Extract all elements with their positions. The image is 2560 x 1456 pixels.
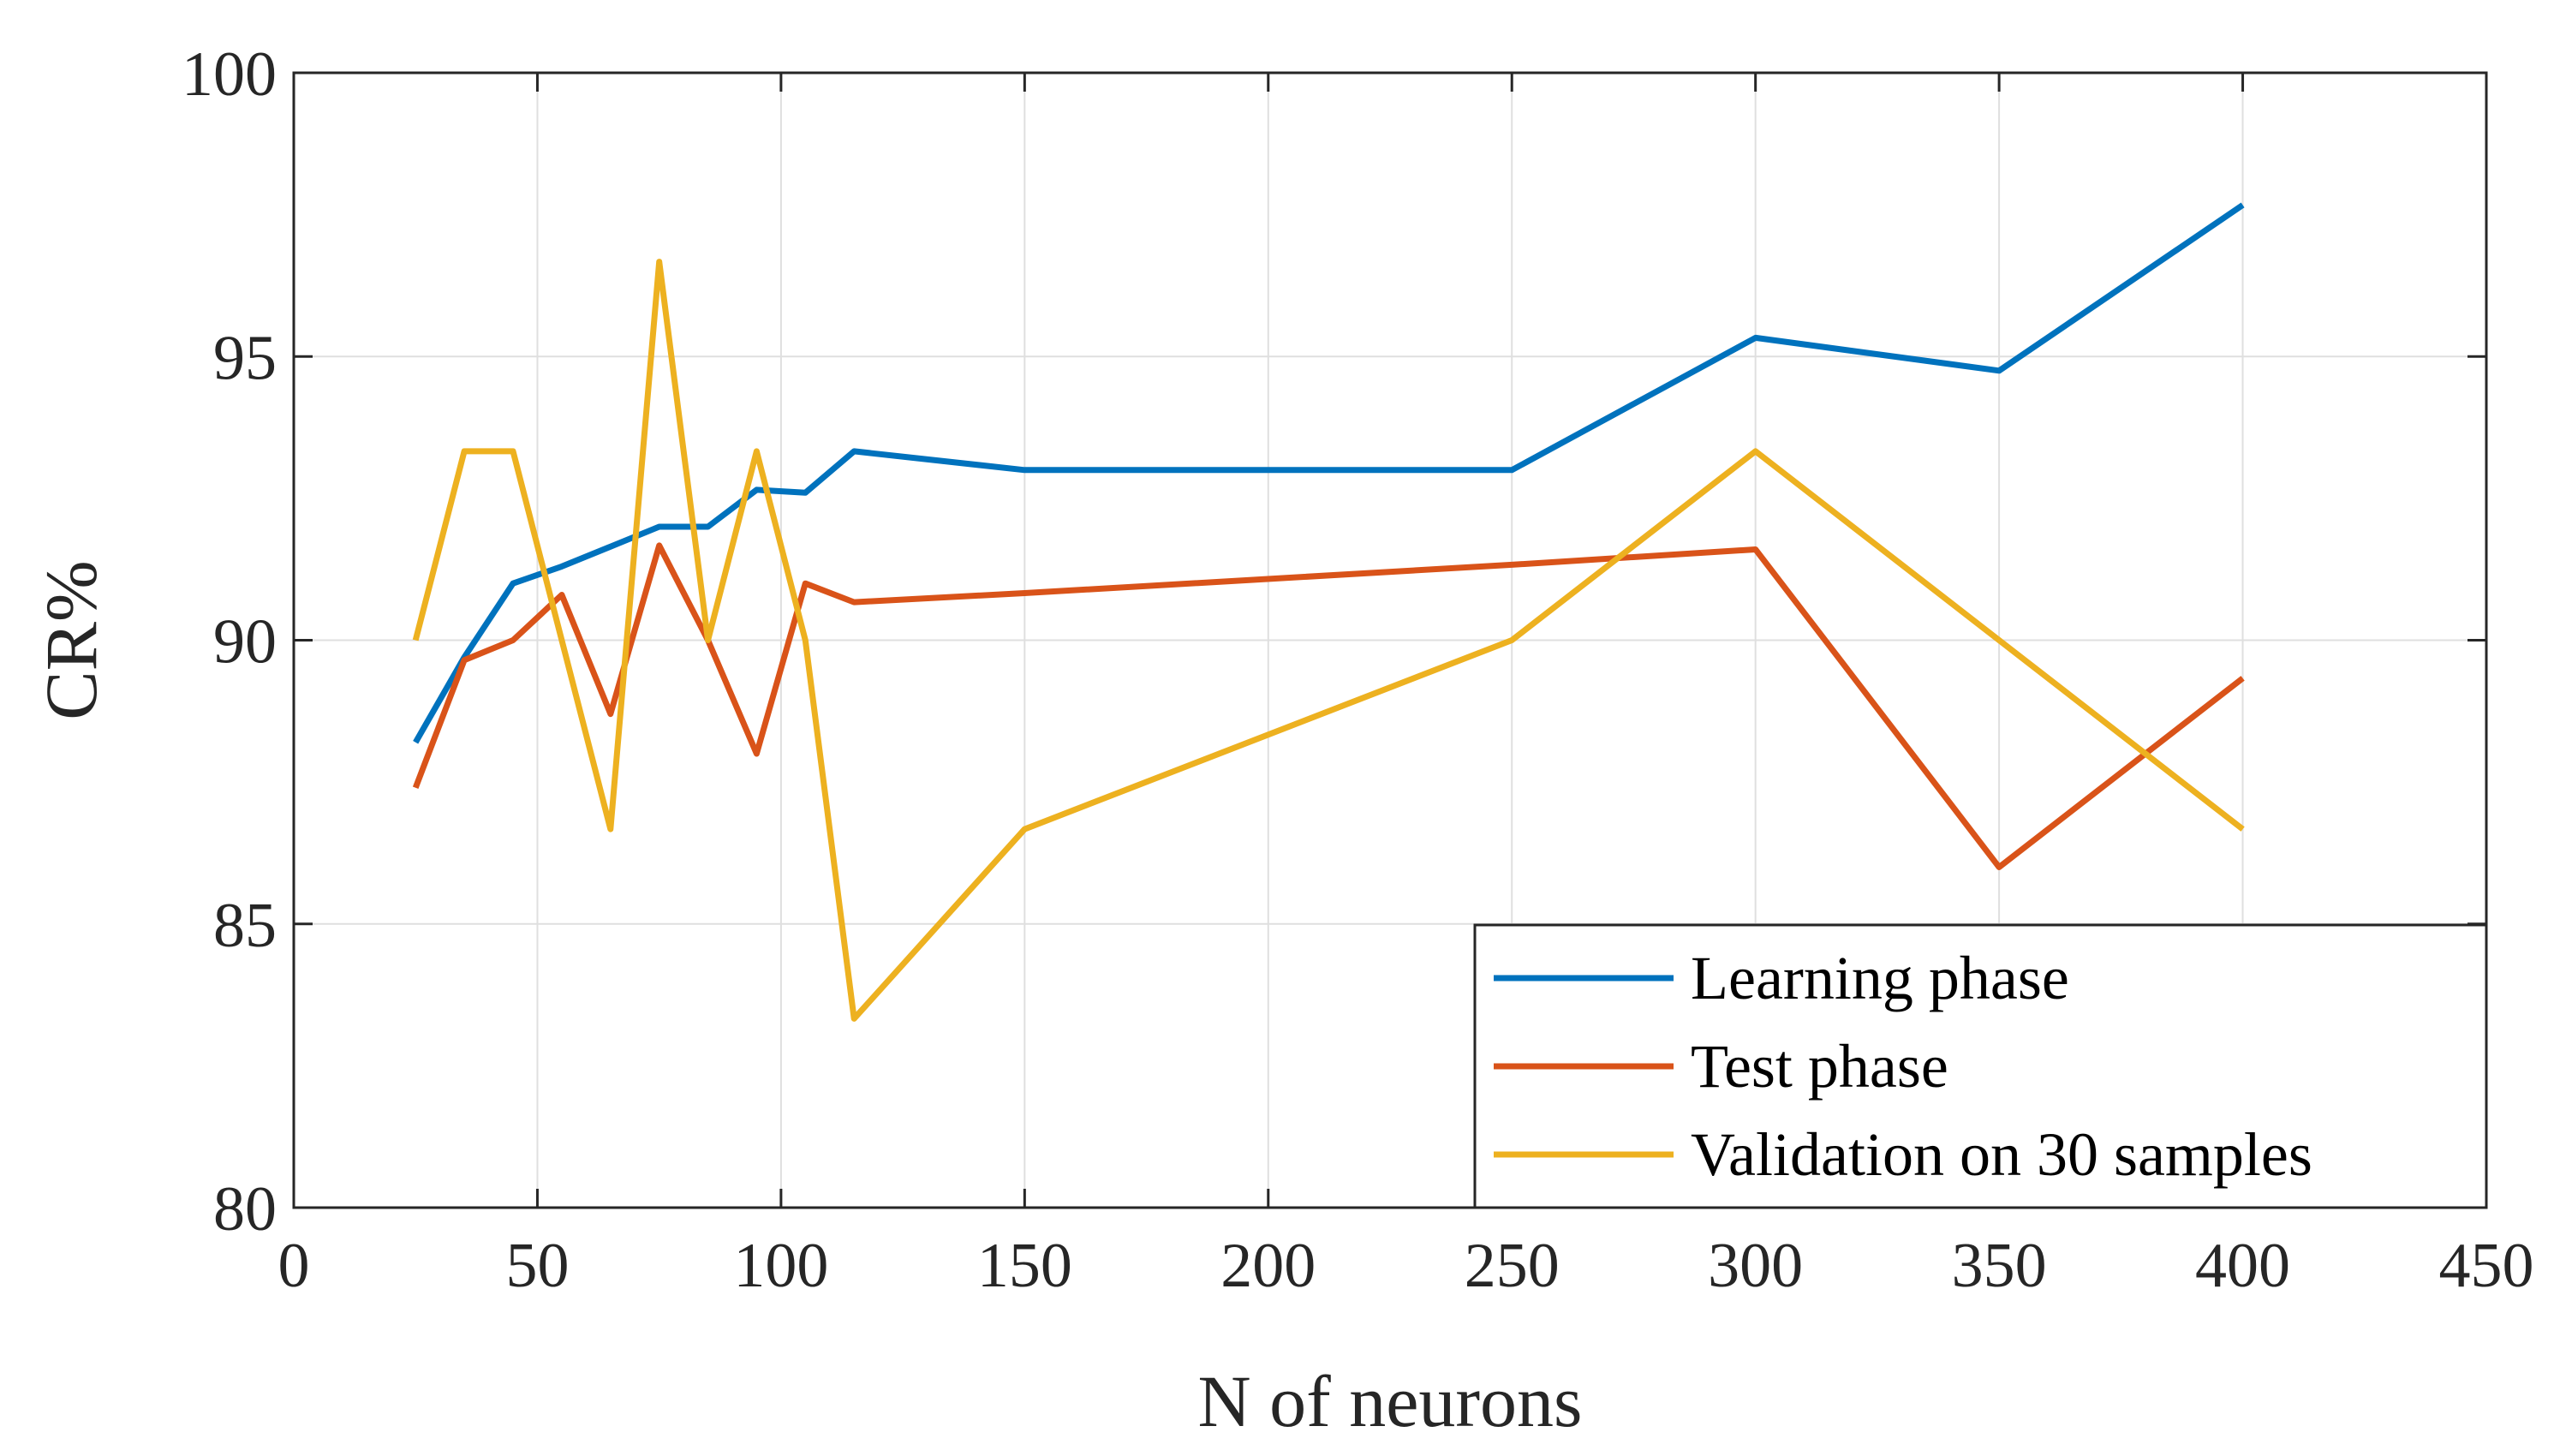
- y-tick-label: 100: [182, 39, 277, 110]
- y-tick-label: 85: [213, 891, 277, 961]
- y-tick-label: 90: [213, 607, 277, 677]
- series-line-1: [413, 202, 2245, 744]
- x-tick-label: 250: [1465, 1231, 1560, 1301]
- legend-label-2: Test phase: [1691, 1032, 1948, 1101]
- y-tick-label: 95: [213, 323, 277, 393]
- x-tick-label: 50: [505, 1231, 569, 1301]
- x-tick-label: 450: [2439, 1231, 2534, 1301]
- x-tick-label: 100: [733, 1231, 828, 1301]
- x-tick-label: 300: [1708, 1231, 1803, 1301]
- x-axis-title: N of neurons: [1197, 1360, 1582, 1442]
- x-tick-label: 0: [278, 1231, 310, 1301]
- data-series: [412, 202, 2245, 1022]
- legend-label-3: Validation on 30 samples: [1691, 1120, 2312, 1189]
- y-axis-title: CR%: [30, 560, 112, 719]
- y-tick-label: 80: [213, 1174, 277, 1244]
- x-tick-label: 200: [1220, 1231, 1316, 1301]
- legend: Learning phase Test phase Validation on 30…: [1473, 923, 2488, 1209]
- legend-label-1: Learning phase: [1691, 944, 2069, 1012]
- x-tick-label: 350: [1952, 1231, 2047, 1301]
- tick-labels: 0 50 100 150 200 250 300 350 400 450 80 85 90 95 100: [182, 39, 2534, 1301]
- series-line-3: [412, 259, 2245, 1022]
- x-tick-label: 400: [2195, 1231, 2290, 1301]
- series-line-2: [412, 542, 2245, 870]
- x-tick-label: 150: [977, 1231, 1072, 1301]
